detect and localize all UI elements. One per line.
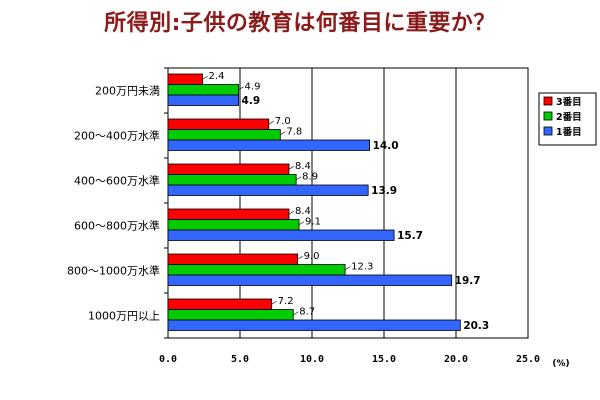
bar (167, 219, 300, 231)
legend: 3番目 2番目 1番目 (538, 92, 597, 146)
data-label: 2.4 (209, 71, 225, 82)
legend-swatch (543, 111, 553, 121)
label-leader (271, 300, 277, 305)
x-tick-label: 15.0 (372, 354, 396, 365)
bar (167, 229, 395, 241)
data-label: 8.9 (302, 172, 318, 183)
category-label: 200～400万水準 (74, 129, 160, 143)
axes: 0.0 5.0 10.0 15.0 20.0 25.0 (%) 200万円未満 200～400万… (67, 67, 570, 369)
chart-title: 所得別:子供の教育は何番目に重要か？ (104, 11, 496, 36)
data-label: 4.9 (245, 82, 261, 93)
legend-label: 3番目 (556, 96, 582, 108)
category-label: 800～1000万水準 (67, 264, 160, 278)
data-label: 7.0 (275, 116, 291, 127)
data-label: 20.3 (463, 320, 489, 332)
label-leader (298, 221, 305, 226)
plot-area (167, 67, 529, 339)
x-tick-label: 25.0 (516, 354, 540, 365)
data-labels: 2.44.94.97.07.814.08.48.913.98.49.115.79… (202, 71, 489, 332)
x-unit-label: (%) (552, 359, 569, 369)
data-label: 13.9 (371, 185, 397, 197)
bar (167, 118, 270, 130)
data-label: 9.0 (304, 251, 320, 262)
data-label: 8.4 (295, 161, 311, 172)
data-label: 19.7 (455, 275, 481, 287)
bar (167, 73, 203, 85)
category-label: 400～600万水準 (74, 174, 160, 188)
bar (167, 174, 297, 186)
label-leader (268, 120, 274, 125)
legend-label: 2番目 (556, 111, 582, 123)
x-tick-label: 0.0 (159, 354, 177, 365)
bar (167, 139, 371, 151)
label-leader (288, 210, 295, 215)
bar (167, 163, 290, 175)
category-label: 200万円未満 (95, 85, 160, 98)
bar (167, 253, 299, 265)
legend-swatch (543, 96, 553, 106)
data-label: 8.4 (295, 206, 311, 217)
gridlines (167, 67, 529, 339)
bar (167, 84, 239, 96)
data-label: 8.7 (299, 307, 315, 318)
legend-label: 1番目 (556, 126, 582, 138)
bar (167, 309, 294, 321)
data-label: 15.7 (397, 230, 423, 242)
x-tick-label: 10.0 (300, 354, 324, 365)
legend-swatch (543, 126, 553, 136)
bar (167, 298, 273, 310)
x-tick-label: 20.0 (444, 354, 468, 365)
category-label: 600～800万水準 (74, 219, 160, 233)
label-leader (288, 165, 295, 170)
data-label: 7.2 (278, 296, 294, 307)
data-label: 7.8 (286, 127, 302, 138)
bar (167, 94, 239, 106)
label-leader (202, 75, 208, 80)
data-label: 9.1 (305, 217, 321, 228)
data-label: 12.3 (351, 262, 373, 273)
data-label: 14.0 (373, 140, 399, 152)
category-label: 1000万円以上 (88, 310, 160, 323)
bar (167, 274, 453, 286)
label-leader (238, 86, 244, 91)
label-leader (280, 131, 286, 136)
bar (167, 319, 461, 331)
label-leader (293, 311, 299, 316)
bar (167, 208, 290, 220)
label-leader (297, 255, 303, 260)
bar (167, 184, 369, 196)
label-leader (296, 176, 302, 181)
label-leader (344, 266, 351, 271)
x-tick-label: 5.0 (231, 354, 249, 365)
bar (167, 264, 346, 276)
bar (167, 129, 281, 141)
data-label: 4.9 (242, 95, 261, 107)
